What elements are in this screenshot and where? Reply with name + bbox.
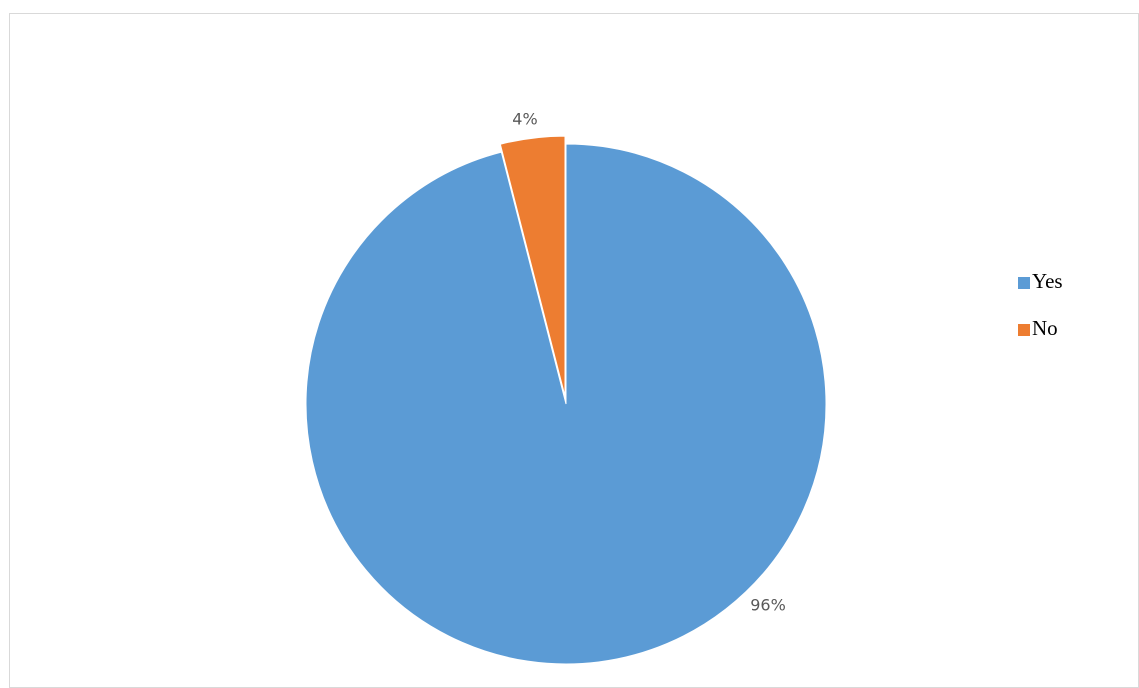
- legend-label: Yes: [1032, 269, 1063, 293]
- legend-swatch: [1018, 277, 1030, 289]
- data-label: 96%: [750, 596, 786, 615]
- legend-label: No: [1032, 316, 1058, 340]
- data-label: 4%: [512, 110, 537, 129]
- legend-swatch: [1018, 324, 1030, 336]
- pie-slice: [499, 135, 566, 397]
- pie-slice: [305, 143, 827, 665]
